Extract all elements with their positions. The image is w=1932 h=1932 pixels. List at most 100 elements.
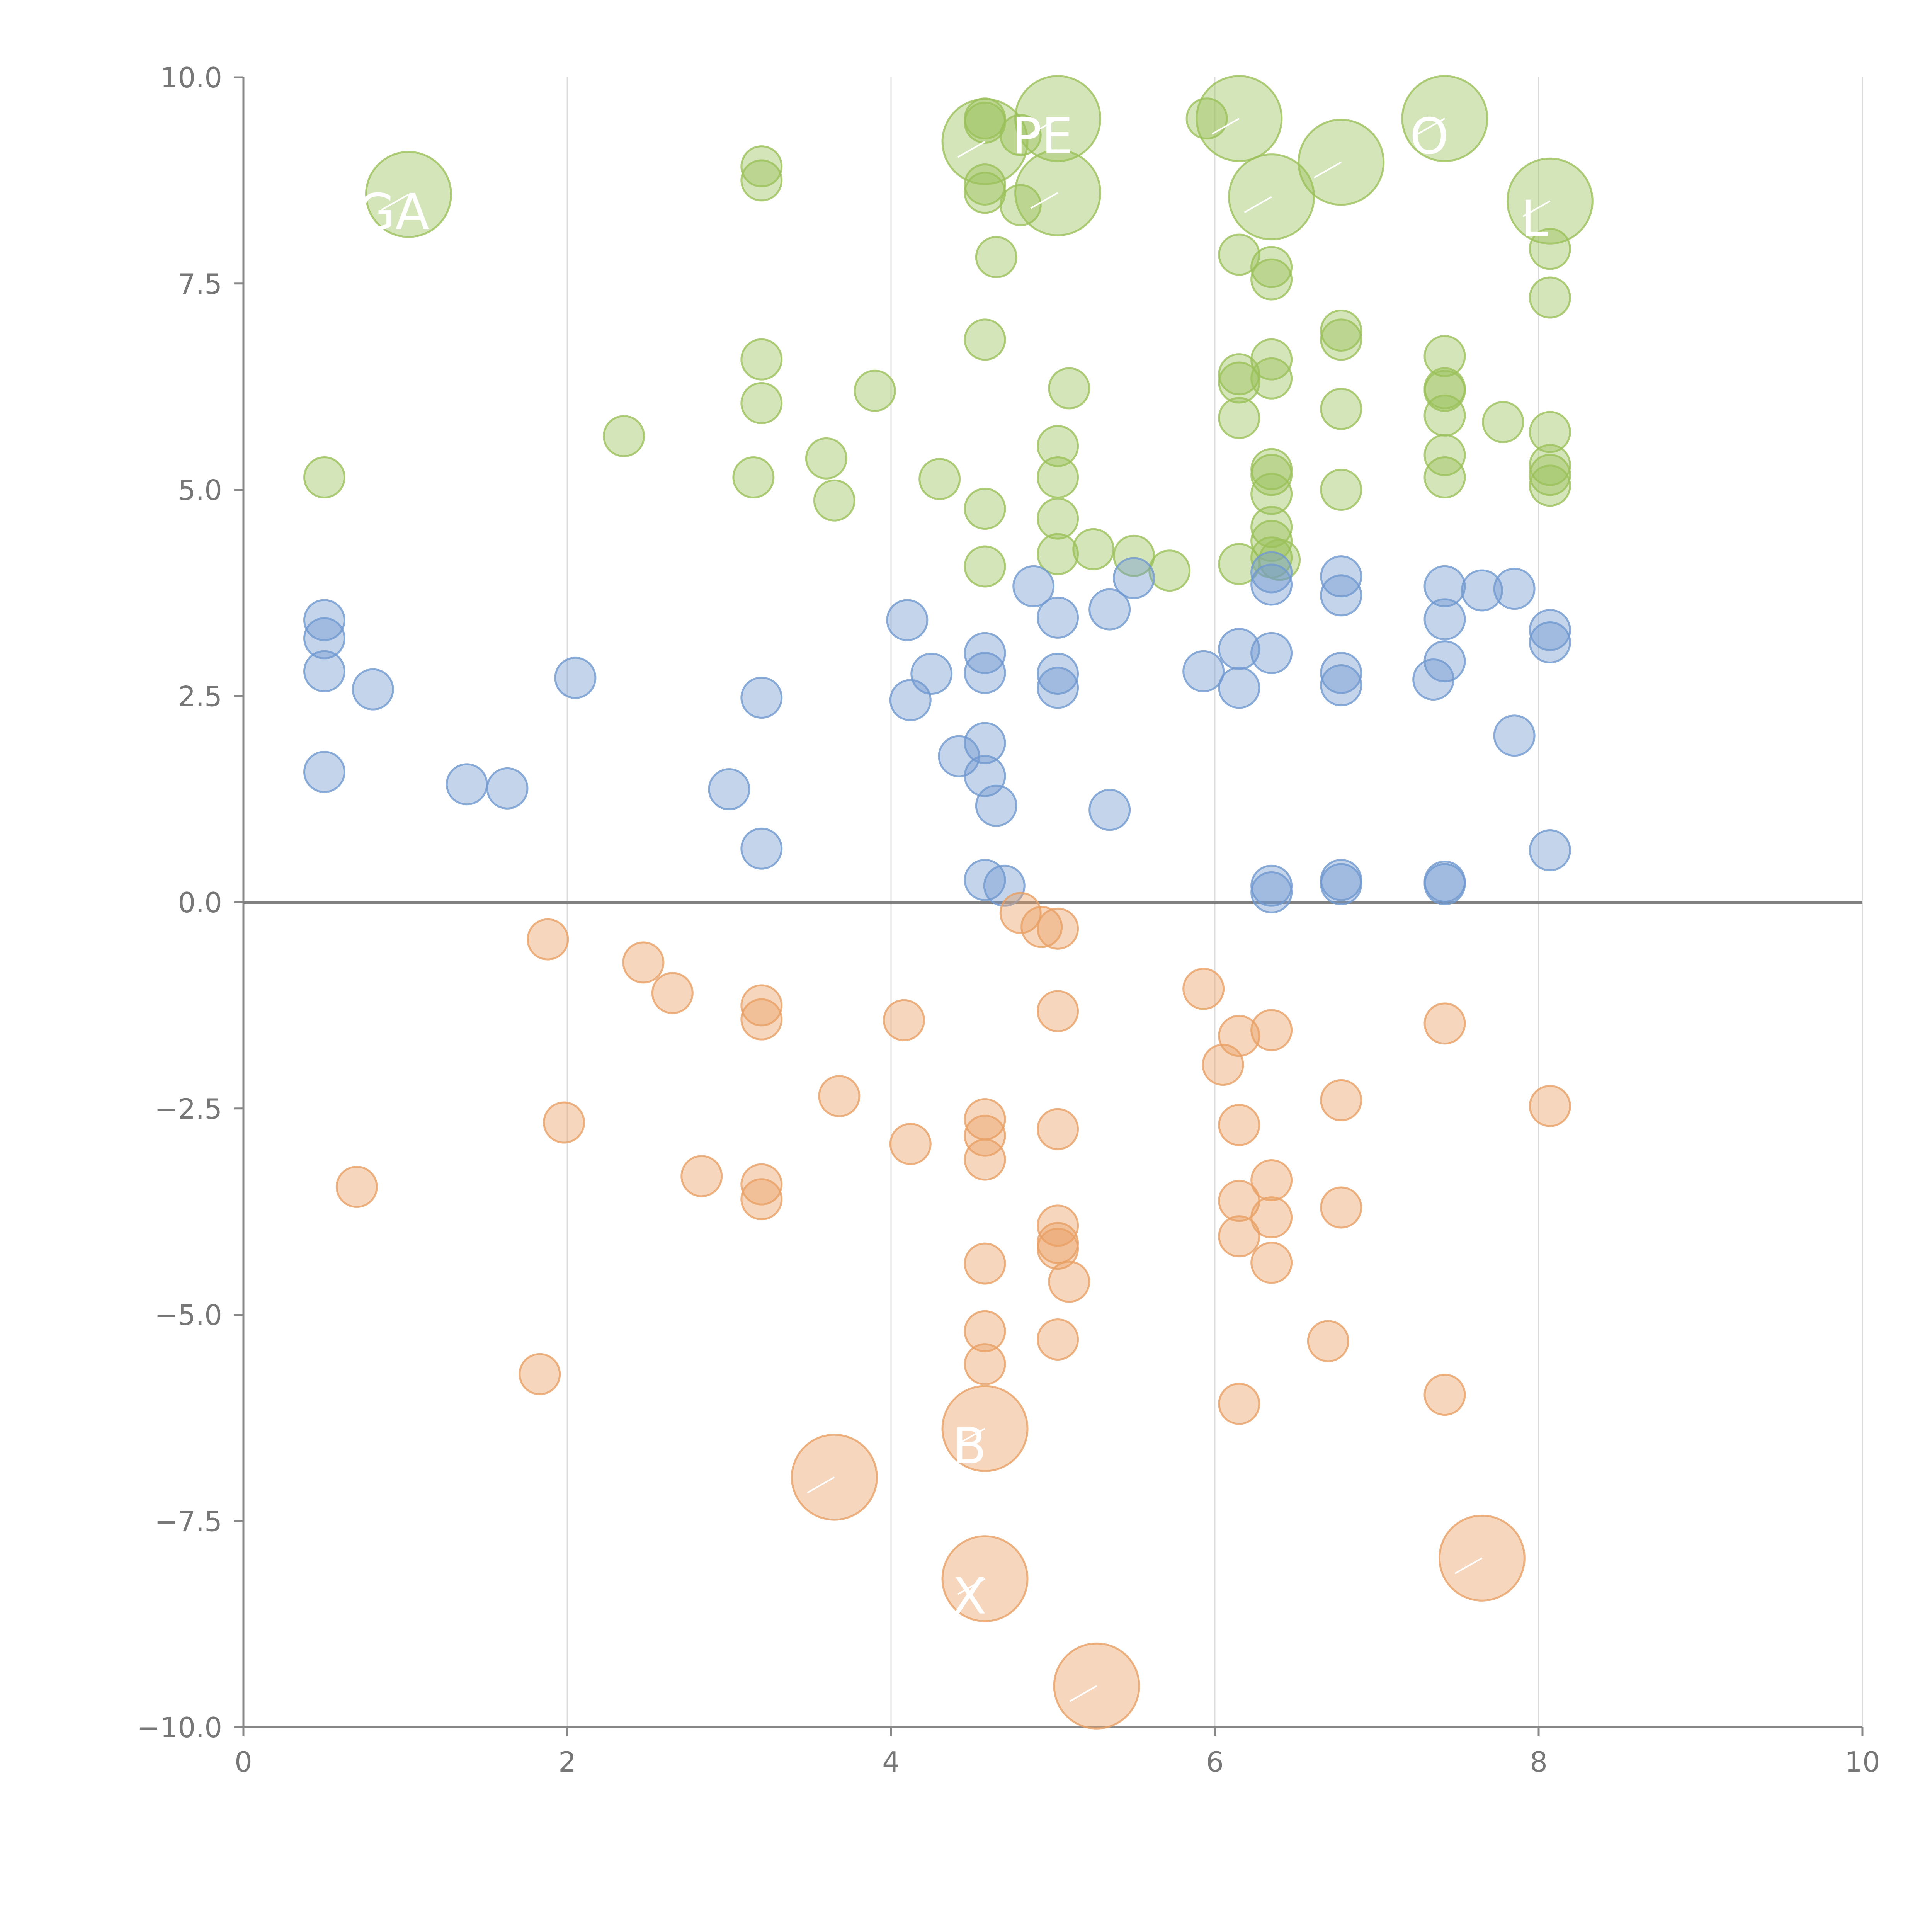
blue-point (1218, 628, 1260, 670)
blue-point (1423, 640, 1466, 683)
annotation-label: O (1410, 108, 1449, 165)
blue-point (1113, 557, 1155, 599)
annotation-leader-line (957, 141, 986, 158)
blue-point (910, 653, 953, 695)
blue-point (1461, 569, 1503, 612)
blue-point (303, 751, 345, 793)
green-point (964, 545, 1006, 588)
annotation-leader-line (807, 1476, 835, 1493)
annotation-leader-line (957, 1578, 986, 1595)
y-tick-label: −2.5 (155, 1093, 222, 1125)
green-point (1250, 506, 1293, 548)
blue-point (1037, 667, 1079, 709)
green-point (603, 415, 645, 457)
green-point (964, 488, 1006, 530)
blue-point (1529, 829, 1571, 871)
green-point (1320, 469, 1362, 511)
blue-point (1012, 565, 1055, 607)
annotation-leader-line (1030, 192, 1058, 209)
green-point (303, 456, 345, 498)
green-point (1529, 454, 1571, 496)
annotation-leader-line (1211, 118, 1240, 135)
green-point (1423, 335, 1466, 378)
orange-point (651, 972, 694, 1014)
annotation-label: L (1521, 190, 1548, 248)
y-tick-label: −7.5 (155, 1505, 222, 1537)
blue-point (740, 677, 783, 719)
annotation-leader-line (1522, 200, 1551, 217)
green-point (1259, 539, 1301, 581)
point-layer (303, 75, 1594, 1730)
green-point (1529, 411, 1571, 453)
blue-point (1037, 653, 1079, 695)
green-point (1250, 473, 1293, 515)
blue-point (1529, 609, 1571, 651)
orange-point (740, 1163, 783, 1206)
blue-point (1423, 863, 1466, 905)
green-point (1482, 401, 1524, 443)
orange-point (1020, 906, 1063, 948)
blue-point (1088, 789, 1131, 831)
blue-point (486, 767, 529, 810)
x-tick-label: 10 (1845, 1746, 1880, 1778)
blue-point (1493, 714, 1536, 757)
blue-point (1037, 596, 1079, 639)
orange-point (527, 918, 569, 961)
y-tick-label: 10.0 (160, 61, 222, 94)
green-point (805, 437, 847, 480)
orange-point (964, 1242, 1006, 1285)
y-tick-label: 0.0 (178, 886, 222, 919)
orange-point (1037, 1318, 1079, 1361)
orange-point (1218, 1015, 1260, 1057)
blue-point (1250, 632, 1293, 674)
orange-point (818, 1075, 861, 1117)
orange-point (964, 1343, 1006, 1386)
blue-point (1423, 598, 1466, 641)
blue-point (1493, 568, 1536, 610)
orange-point (519, 1353, 561, 1395)
x-tick-label: 8 (1530, 1746, 1548, 1778)
green-point (1529, 276, 1571, 319)
green-point (1529, 228, 1571, 270)
x-tick-label: 0 (235, 1746, 252, 1778)
blue-point (1320, 574, 1362, 617)
blue-point (1088, 588, 1131, 631)
annotation-layer: GA PE O L B X (357, 108, 1551, 1702)
blue-point (1250, 563, 1293, 606)
annotation-leader-line (1030, 118, 1058, 135)
orange-point (740, 998, 783, 1041)
green-point (1250, 357, 1293, 400)
orange-point (543, 1101, 585, 1144)
blue-point (352, 668, 394, 711)
orange-point (889, 1123, 932, 1165)
blue-point (1182, 650, 1225, 692)
orange-point (883, 999, 925, 1041)
annotation-label: GA (357, 184, 429, 241)
blue-point (303, 617, 345, 660)
annotation-leader-line (1454, 1557, 1483, 1575)
x-tick-label: 2 (558, 1746, 576, 1778)
orange-point (964, 1114, 1006, 1157)
orange-point (740, 1178, 783, 1221)
blue-point (554, 656, 597, 699)
green-point (1072, 528, 1115, 570)
green-point (1037, 456, 1079, 498)
orange-point (1037, 1108, 1079, 1150)
green-point (1037, 497, 1079, 540)
orange-point (1037, 907, 1079, 950)
blue-point (964, 722, 1006, 764)
y-tick-label: 2.5 (178, 680, 222, 713)
green-point (1037, 533, 1079, 575)
orange-point (1048, 1260, 1090, 1303)
blue-point (1218, 667, 1260, 709)
orange-point (1250, 1196, 1293, 1239)
green-point (1185, 97, 1228, 140)
orange-point (964, 1138, 1006, 1181)
blue-point (1320, 651, 1362, 694)
green-point (1423, 394, 1466, 437)
y-tick-label: 7.5 (178, 268, 222, 300)
blue-point (983, 864, 1026, 907)
green-point (1250, 246, 1293, 288)
